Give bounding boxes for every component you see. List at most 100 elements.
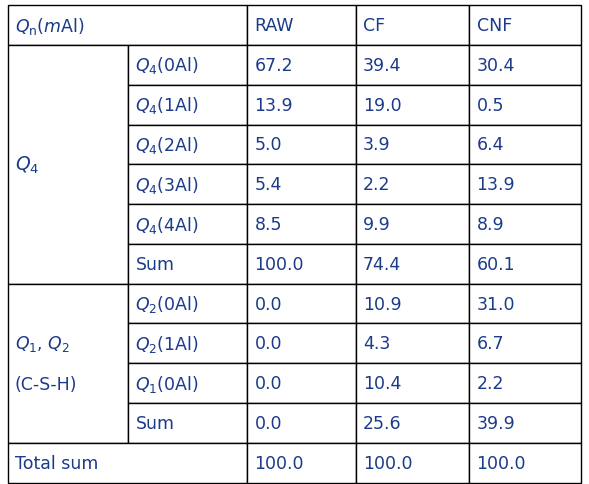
Bar: [356, 244, 469, 284]
Text: 19.0: 19.0: [363, 96, 402, 115]
Bar: [469, 403, 581, 443]
Text: $Q_4$(2Al): $Q_4$(2Al): [135, 135, 199, 156]
Text: 13.9: 13.9: [254, 96, 293, 115]
Bar: [247, 125, 356, 165]
Text: $Q_4$(1Al): $Q_4$(1Al): [135, 95, 199, 116]
Bar: [356, 86, 469, 125]
Bar: [247, 86, 356, 125]
Text: 0.0: 0.0: [254, 334, 282, 353]
Bar: [469, 86, 581, 125]
Text: $Q_1$(0Al): $Q_1$(0Al): [135, 373, 199, 394]
Text: $Q_2$(0Al): $Q_2$(0Al): [135, 293, 199, 315]
Text: 10.4: 10.4: [363, 374, 401, 393]
Bar: [356, 165, 469, 205]
Bar: [469, 125, 581, 165]
Text: CF: CF: [363, 17, 385, 35]
Text: 8.5: 8.5: [254, 215, 282, 234]
Bar: [128, 284, 247, 324]
Text: Total sum: Total sum: [15, 454, 98, 472]
Text: 67.2: 67.2: [254, 57, 293, 75]
Bar: [128, 324, 247, 363]
Text: RAW: RAW: [254, 17, 294, 35]
Bar: [469, 443, 581, 483]
Bar: [356, 284, 469, 324]
Bar: [356, 205, 469, 244]
Text: 2.2: 2.2: [477, 374, 504, 393]
Bar: [247, 324, 356, 363]
Bar: [356, 125, 469, 165]
Text: 13.9: 13.9: [477, 176, 515, 194]
Bar: [469, 205, 581, 244]
Text: 25.6: 25.6: [363, 414, 402, 432]
Text: 100.0: 100.0: [477, 454, 526, 472]
Text: 3.9: 3.9: [363, 136, 391, 154]
Text: 8.9: 8.9: [477, 215, 504, 234]
Bar: [128, 165, 247, 205]
Text: 0.5: 0.5: [477, 96, 504, 115]
Text: (C-S-H): (C-S-H): [15, 375, 77, 393]
Bar: [247, 205, 356, 244]
Text: 39.4: 39.4: [363, 57, 401, 75]
Bar: [128, 205, 247, 244]
Text: 4.3: 4.3: [363, 334, 390, 353]
Text: 9.9: 9.9: [363, 215, 391, 234]
Text: 31.0: 31.0: [477, 295, 515, 313]
Bar: [469, 244, 581, 284]
Text: Sum: Sum: [135, 414, 174, 432]
Text: $Q_4$(0Al): $Q_4$(0Al): [135, 55, 199, 76]
Bar: [469, 6, 581, 46]
Bar: [247, 46, 356, 86]
Bar: [469, 165, 581, 205]
Bar: [247, 284, 356, 324]
Bar: [128, 244, 247, 284]
Bar: [356, 363, 469, 403]
Text: 2.2: 2.2: [363, 176, 391, 194]
Bar: [469, 46, 581, 86]
Text: $Q_1$, $Q_2$: $Q_1$, $Q_2$: [15, 333, 70, 353]
Bar: [8, 284, 128, 443]
Bar: [469, 284, 581, 324]
Text: 60.1: 60.1: [477, 255, 515, 273]
Text: 0.0: 0.0: [254, 414, 282, 432]
Text: 0.0: 0.0: [254, 295, 282, 313]
Text: $Q_{\rm n}$($m$Al): $Q_{\rm n}$($m$Al): [15, 15, 84, 37]
Bar: [128, 46, 247, 86]
Text: Sum: Sum: [135, 255, 174, 273]
Text: 5.4: 5.4: [254, 176, 282, 194]
Text: 100.0: 100.0: [254, 454, 304, 472]
Bar: [247, 363, 356, 403]
Bar: [128, 86, 247, 125]
Bar: [247, 6, 356, 46]
Bar: [128, 403, 247, 443]
Bar: [8, 46, 128, 284]
Bar: [247, 403, 356, 443]
Bar: [356, 443, 469, 483]
Bar: [469, 324, 581, 363]
Text: 10.9: 10.9: [363, 295, 402, 313]
Bar: [356, 324, 469, 363]
Text: $Q_4$: $Q_4$: [15, 154, 39, 176]
Bar: [128, 125, 247, 165]
Bar: [469, 363, 581, 403]
Text: $Q_2$(1Al): $Q_2$(1Al): [135, 333, 199, 354]
Text: 0.0: 0.0: [254, 374, 282, 393]
Bar: [247, 244, 356, 284]
Bar: [356, 403, 469, 443]
Text: 30.4: 30.4: [477, 57, 515, 75]
Text: 100.0: 100.0: [363, 454, 412, 472]
Bar: [8, 443, 247, 483]
Text: 74.4: 74.4: [363, 255, 401, 273]
Bar: [128, 363, 247, 403]
Text: 6.4: 6.4: [477, 136, 504, 154]
Text: $Q_4$(4Al): $Q_4$(4Al): [135, 214, 199, 235]
Bar: [247, 165, 356, 205]
Bar: [356, 46, 469, 86]
Text: 100.0: 100.0: [254, 255, 304, 273]
Text: 39.9: 39.9: [477, 414, 515, 432]
Text: CNF: CNF: [477, 17, 512, 35]
Bar: [356, 6, 469, 46]
Text: 5.0: 5.0: [254, 136, 282, 154]
Text: 6.7: 6.7: [477, 334, 504, 353]
Bar: [247, 443, 356, 483]
Text: $Q_4$(3Al): $Q_4$(3Al): [135, 174, 199, 196]
